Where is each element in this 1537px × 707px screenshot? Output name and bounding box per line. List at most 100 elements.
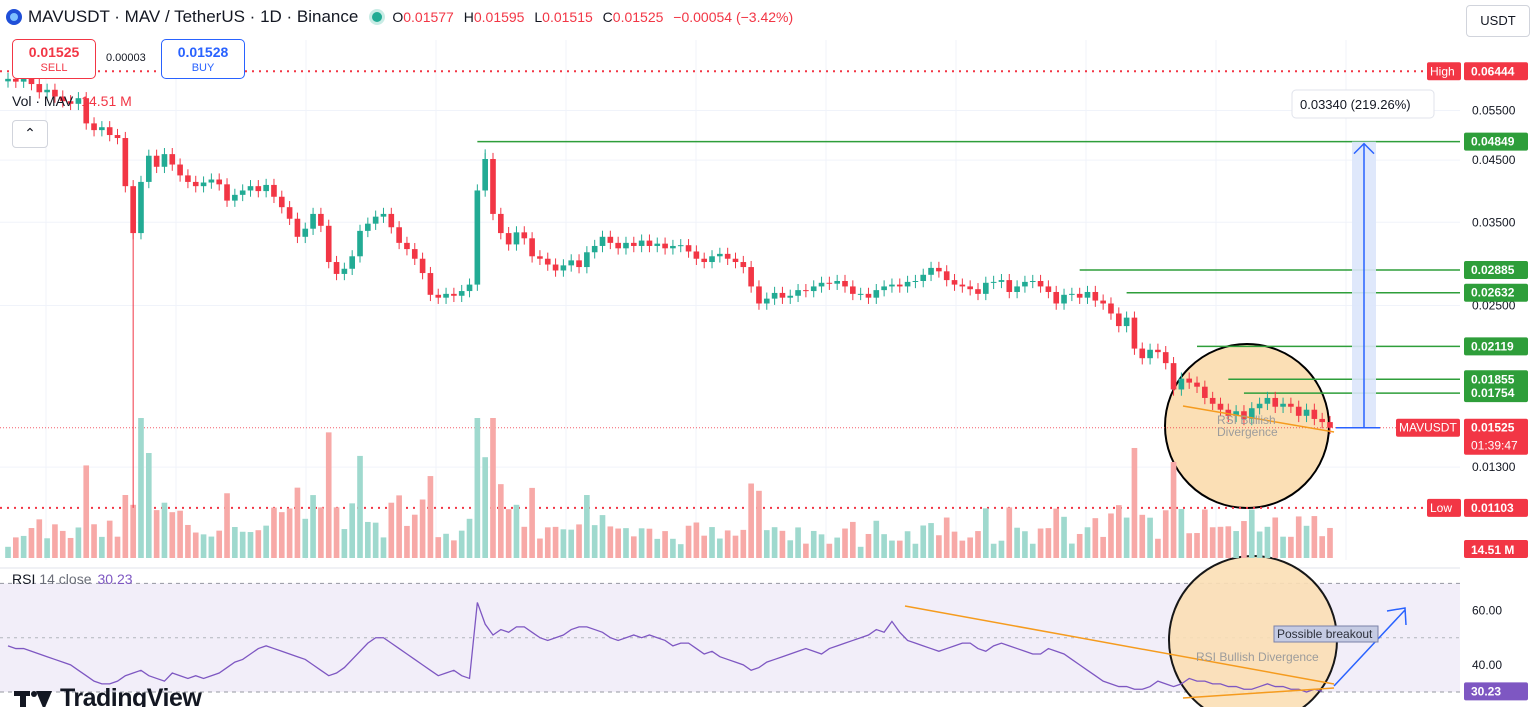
symbol-title[interactable]: MAVUSDT · MAV / TetherUS · 1D · Binance xyxy=(28,7,359,26)
candle-body xyxy=(1029,280,1036,282)
high-axis-label: 0.06444 xyxy=(1471,64,1515,78)
market-status-icon[interactable] xyxy=(372,12,383,22)
sell-button[interactable]: 0.01525 SELL xyxy=(12,39,96,79)
candle-body xyxy=(59,96,66,102)
candle-body xyxy=(552,264,559,271)
volume-bar xyxy=(1280,536,1286,558)
volume-bar xyxy=(959,540,966,558)
volume-bar xyxy=(646,528,653,558)
candle-body xyxy=(13,78,19,82)
candle-body xyxy=(28,78,35,85)
volume-bar xyxy=(122,495,129,558)
currency-selector[interactable]: USDT xyxy=(1466,5,1530,37)
breakout-arrow xyxy=(1333,609,1406,687)
candle-body xyxy=(239,190,246,195)
level-axis-label: 0.01855 xyxy=(1471,372,1515,386)
candle-body xyxy=(1053,291,1060,304)
chevron-up-icon: ⌃ xyxy=(24,125,36,141)
last-price-axis-tag xyxy=(1464,418,1528,455)
candle-body xyxy=(850,286,856,294)
level-axis-tag xyxy=(1464,261,1528,280)
measure-label: 0.03340 (219.26%) xyxy=(1300,97,1411,112)
candle-body xyxy=(325,225,332,263)
volume-bar xyxy=(990,543,997,558)
candle-body xyxy=(216,179,223,185)
volume-bar xyxy=(59,530,66,558)
measure-label-box xyxy=(1291,89,1435,119)
rsi-line xyxy=(7,602,1323,693)
volume-bar xyxy=(99,536,105,558)
candle-body xyxy=(1147,349,1153,359)
high-value: 0.01595 xyxy=(473,9,525,25)
candle-body xyxy=(615,242,621,249)
candle-body xyxy=(904,281,911,287)
volume-bar xyxy=(1217,526,1224,558)
candle-body xyxy=(365,223,371,231)
candle-body xyxy=(451,293,457,296)
tradingview-logo[interactable]: TradingView xyxy=(14,684,202,707)
candle-body xyxy=(1288,403,1294,407)
volume-bar xyxy=(1131,447,1138,558)
candle-body xyxy=(834,280,840,284)
candle-body xyxy=(584,252,590,268)
buy-button[interactable]: 0.01528 BUY xyxy=(161,39,245,79)
candle-body xyxy=(1022,281,1028,287)
candle-body xyxy=(153,155,160,167)
level-axis-tag xyxy=(1464,384,1528,403)
low-label: Low xyxy=(1430,501,1452,515)
price-tick-label: 0.05500 xyxy=(1472,103,1516,117)
volume-indicator-label[interactable]: Vol · MAV 14.51 M xyxy=(12,93,132,109)
volume-bar xyxy=(1076,533,1083,558)
collapse-indicators-button[interactable]: ⌃ xyxy=(12,120,48,148)
volume-bar xyxy=(427,476,434,558)
volume-bar xyxy=(1069,543,1075,558)
volume-bar xyxy=(1092,518,1099,558)
volume-bar xyxy=(943,517,950,558)
volume-bar xyxy=(779,530,786,558)
volume-bar xyxy=(474,418,481,558)
candle-body xyxy=(1280,403,1286,407)
volume-bar xyxy=(1170,461,1177,558)
low-label-tag xyxy=(1427,498,1461,517)
high-label-tag xyxy=(1427,62,1461,81)
volume-bar xyxy=(286,508,293,558)
volume-bar xyxy=(130,504,136,558)
breakout-label: Possible breakout xyxy=(1277,627,1373,641)
volume-bar xyxy=(1053,508,1060,558)
candle-body xyxy=(419,258,426,274)
volume-bar xyxy=(1295,516,1302,558)
candle-body xyxy=(1084,291,1091,298)
candle-body xyxy=(67,101,74,104)
candle-body xyxy=(224,184,230,201)
candle-body xyxy=(732,258,739,263)
volume-bar xyxy=(1264,526,1271,558)
volume-bar xyxy=(1233,531,1239,558)
candle-body xyxy=(975,289,981,294)
candle-body xyxy=(1272,397,1279,407)
volume-bar xyxy=(1022,531,1028,558)
candle-body xyxy=(1248,408,1255,419)
volume-bar xyxy=(271,507,277,558)
volume-bar xyxy=(5,546,11,558)
low-axis-tag xyxy=(1464,498,1528,517)
change-value: −0.00054 (−3.42%) xyxy=(673,9,794,25)
rsi-indicator-label[interactable]: RSI 14 close 30.23 xyxy=(12,571,133,587)
volume-bar xyxy=(795,527,801,558)
candle-body xyxy=(106,127,113,136)
level-axis-label: 0.02885 xyxy=(1471,263,1515,277)
candle-body xyxy=(5,78,11,82)
candle-body xyxy=(490,159,496,214)
price-tick-label: 0.02500 xyxy=(1472,298,1516,312)
volume-bar xyxy=(1006,507,1013,558)
volume-bar xyxy=(388,502,395,558)
volume-bar xyxy=(44,538,50,558)
candle-body xyxy=(443,293,449,298)
candle-body xyxy=(1303,409,1310,416)
candle-body xyxy=(685,245,692,252)
candle-body xyxy=(889,284,895,287)
candle-body xyxy=(623,242,629,249)
volume-bar xyxy=(857,546,864,558)
candle-body xyxy=(474,190,481,285)
candle-body xyxy=(1092,291,1099,301)
